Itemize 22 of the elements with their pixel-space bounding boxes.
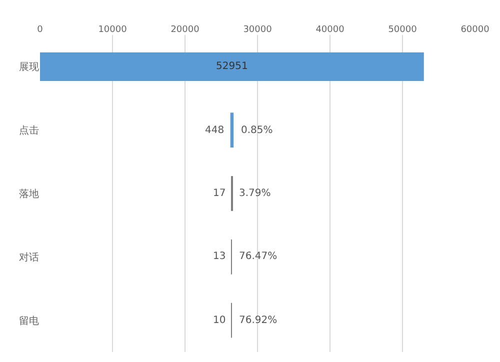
y-tick-label: 留电	[19, 314, 39, 327]
x-tick-label: 0	[37, 25, 44, 36]
annotation: 3.79%	[239, 188, 271, 199]
x-tick-label: 10000	[98, 25, 128, 36]
x-tick-label: 20000	[170, 25, 200, 36]
data-label: 13	[213, 251, 226, 262]
y-tick-label: 落地	[19, 188, 39, 200]
data-label: 10	[213, 315, 226, 326]
data-label: 448	[205, 125, 224, 136]
y-tick-label: 展现	[19, 62, 39, 74]
annotation: 76.47%	[239, 251, 278, 262]
x-tick-label: 50000	[388, 25, 418, 36]
y-tick-label: 对话	[19, 251, 39, 264]
y-tick-label: 点击	[19, 124, 39, 137]
x-tick-label: 30000	[243, 25, 272, 36]
annotation: 76.92%	[239, 315, 278, 326]
data-label: 17	[213, 188, 226, 199]
x-tick-label: 60000	[460, 25, 490, 36]
x-tick-label: 40000	[316, 25, 345, 36]
data-label: 52951	[216, 61, 248, 72]
annotation: 0.85%	[241, 125, 273, 136]
bar	[230, 112, 234, 148]
